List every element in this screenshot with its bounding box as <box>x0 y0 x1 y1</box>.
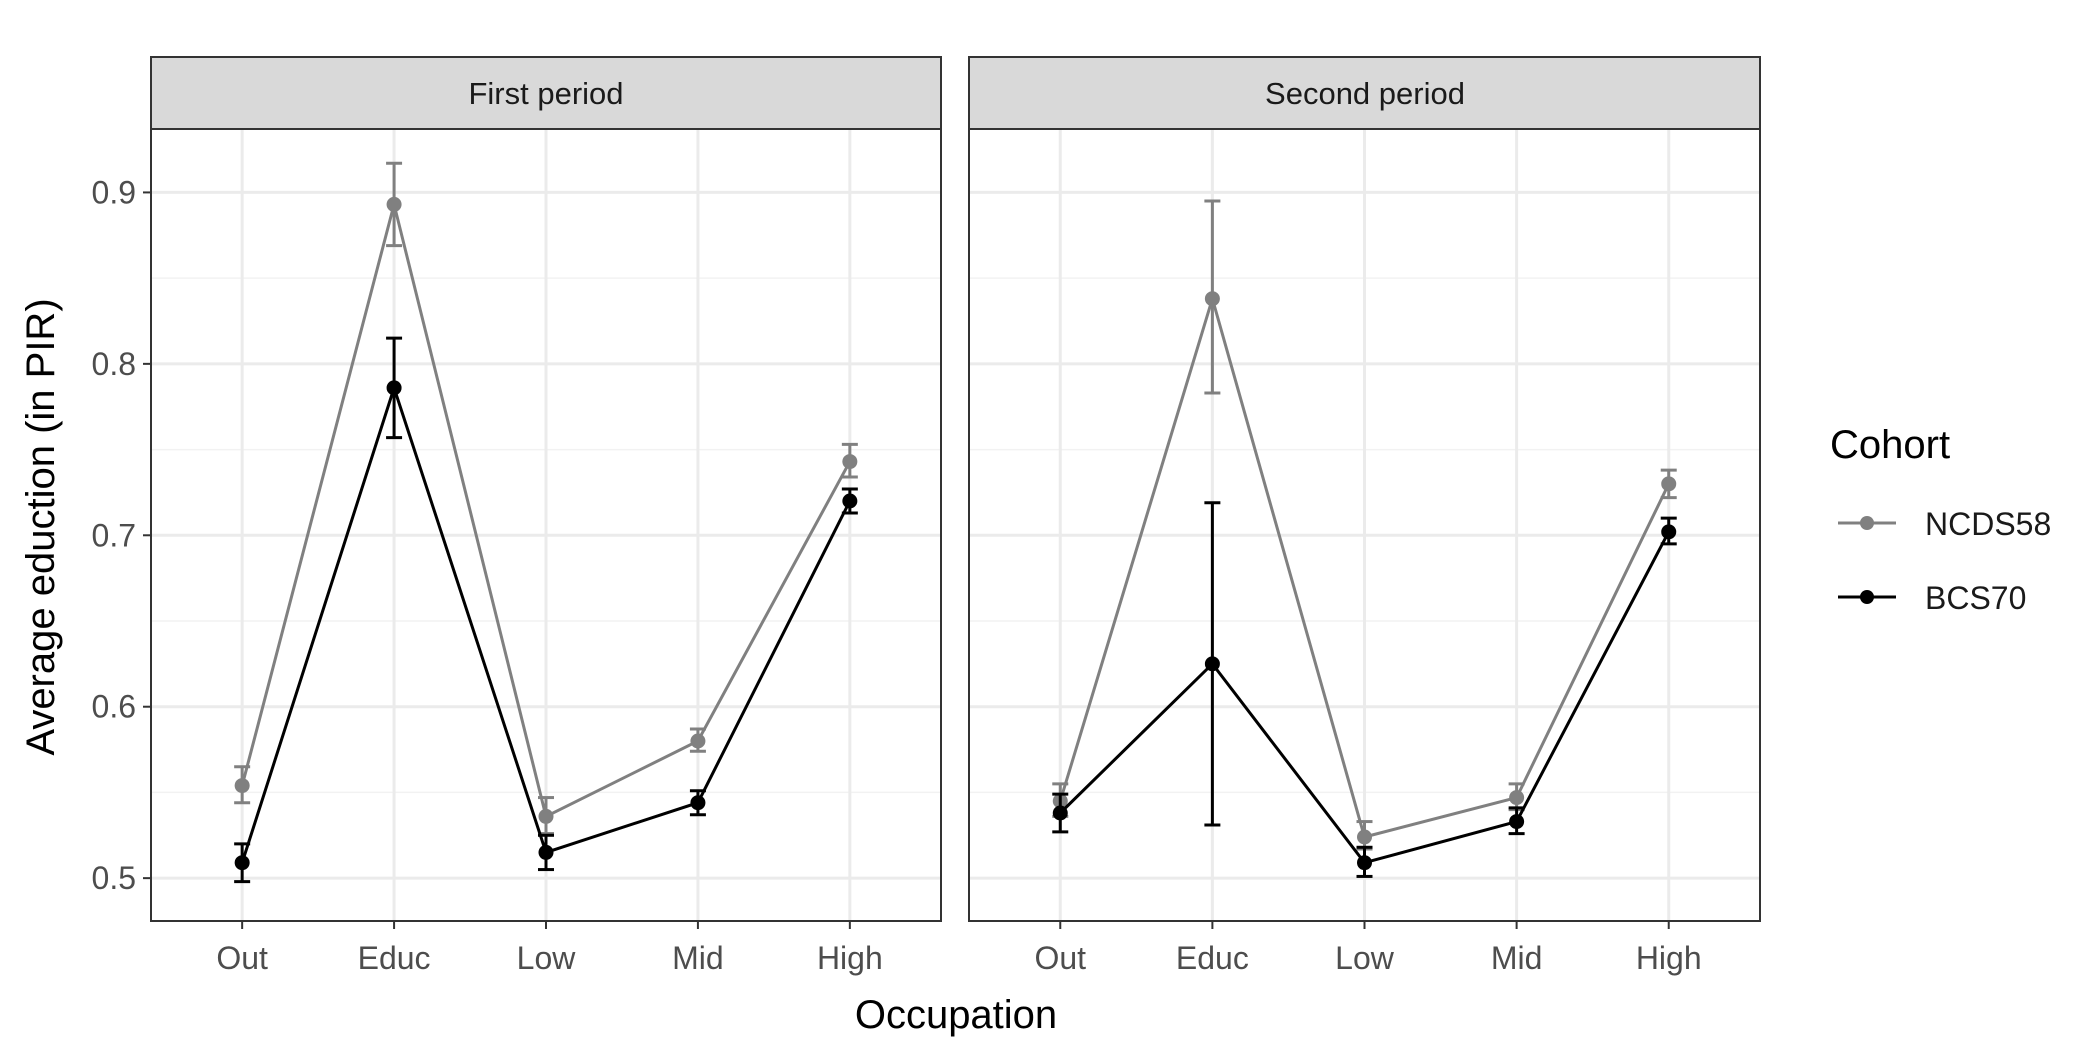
x-tick-label: High <box>817 940 883 976</box>
y-axis-title: Average eduction (in PIR) <box>19 298 63 755</box>
data-point <box>386 196 402 212</box>
legend: Cohort NCDS58 BCS70 <box>1830 423 2051 616</box>
data-point <box>1661 476 1677 492</box>
legend-item-bcs70: BCS70 <box>1838 580 2026 616</box>
x-tick-label: Mid <box>672 940 724 976</box>
legend-title: Cohort <box>1830 423 1950 467</box>
data-point <box>842 493 858 509</box>
data-point <box>234 778 250 794</box>
panel-strip-title: First period <box>468 76 623 111</box>
x-tick-label: Out <box>1034 940 1086 976</box>
data-point <box>538 808 554 824</box>
panel-strip-title: Second period <box>1265 76 1465 111</box>
data-point <box>1509 814 1525 830</box>
panel-plot-area: Out Educ Low Mid High <box>968 128 1761 976</box>
legend-label: NCDS58 <box>1925 506 2051 542</box>
y-tick-label: 0.8 <box>92 346 136 382</box>
y-tick-label: 0.5 <box>92 860 136 896</box>
data-point <box>234 855 250 871</box>
x-tick-label: Low <box>1335 940 1395 976</box>
data-point <box>1204 656 1220 672</box>
legend-key-point <box>1860 516 1874 530</box>
panel-strip <box>150 56 942 130</box>
data-point <box>1204 291 1220 307</box>
data-point <box>386 380 402 396</box>
data-point <box>1661 524 1677 540</box>
y-tick-label: 0.7 <box>92 517 136 553</box>
x-tick-label: Mid <box>1491 940 1543 976</box>
legend-label: BCS70 <box>1925 580 2026 616</box>
data-point <box>1509 790 1525 806</box>
data-point <box>842 454 858 470</box>
panel-first-period: First period Out Educ Low Mid High <box>150 56 942 976</box>
y-tick-label: 0.9 <box>92 174 136 210</box>
data-point <box>1357 829 1372 845</box>
legend-key-point <box>1860 590 1874 604</box>
panel-strip <box>968 56 1761 130</box>
data-point <box>690 733 706 749</box>
data-point <box>1052 805 1068 821</box>
x-tick-label: Low <box>517 940 577 976</box>
x-axis-title: Occupation <box>855 993 1057 1037</box>
legend-item-ncds58: NCDS58 <box>1838 506 2051 542</box>
y-tick-label: 0.6 <box>92 689 136 725</box>
x-tick-label: Educ <box>358 940 431 976</box>
x-tick-label: Educ <box>1176 940 1249 976</box>
data-point <box>690 795 706 811</box>
x-tick-label: High <box>1636 940 1702 976</box>
x-tick-label: Out <box>216 940 268 976</box>
data-point <box>1357 855 1372 871</box>
panel-second-period: Second period Out Educ Low Mid High <box>968 56 1761 976</box>
data-point <box>538 844 554 860</box>
y-axis: 0.5 0.6 0.7 0.8 0.9 <box>92 174 151 896</box>
panel-plot-area: Out Educ Low Mid High <box>150 128 942 976</box>
